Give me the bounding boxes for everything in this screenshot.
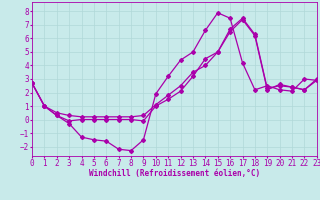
X-axis label: Windchill (Refroidissement éolien,°C): Windchill (Refroidissement éolien,°C) [89,169,260,178]
